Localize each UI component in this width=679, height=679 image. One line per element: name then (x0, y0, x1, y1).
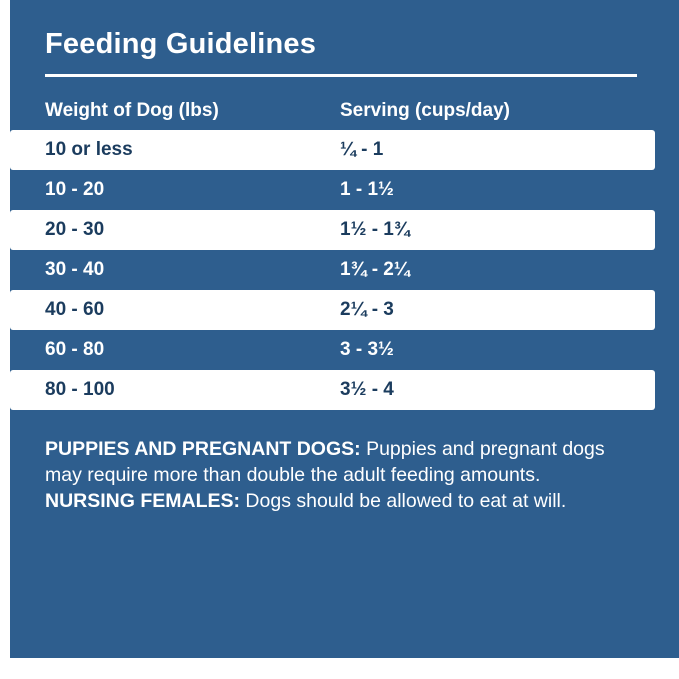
table-row: 40 - 60 2¼ - 3 (10, 290, 655, 330)
feeding-notes: PUPPIES AND PREGNANT DOGS: Puppies and p… (45, 437, 625, 515)
weight-cell: 10 - 20 (45, 179, 105, 200)
table-row: 30 - 40 1¾ - 2¼ (10, 250, 655, 290)
weight-cell: 60 - 80 (45, 339, 105, 360)
note-nursing-text: Dogs should be allowed to eat at will. (245, 489, 567, 512)
weight-cell: 20 - 30 (45, 219, 105, 240)
serving-cell: 3½ - 4 (340, 379, 394, 400)
table-header-row: Weight of Dog (lbs) Serving (cups/day) (10, 96, 655, 126)
weight-cell: 80 - 100 (45, 379, 115, 400)
column-header-weight: Weight of Dog (lbs) (45, 100, 219, 121)
column-header-serving: Serving (cups/day) (340, 100, 510, 121)
weight-cell: 40 - 60 (45, 299, 105, 320)
table-row: 20 - 30 1½ - 1¾ (10, 210, 655, 250)
table-row: 10 - 20 1 - 1½ (10, 170, 655, 210)
serving-cell: 1¾ - 2¼ (340, 259, 410, 280)
table-row: 10 or less ¼ - 1 (10, 130, 655, 170)
serving-cell: 1 - 1½ (340, 179, 394, 200)
title-divider (45, 74, 637, 77)
page-title: Feeding Guidelines (45, 28, 317, 60)
table-row: 60 - 80 3 - 3½ (10, 330, 655, 370)
weight-cell: 10 or less (45, 139, 133, 160)
serving-cell: 1½ - 1¾ (340, 219, 410, 240)
note-puppies-label: PUPPIES AND PREGNANT DOGS: (45, 438, 361, 460)
weight-cell: 30 - 40 (45, 259, 105, 280)
note-puppies-text: Puppies and pregnant dogs may require mo… (45, 438, 605, 486)
serving-cell: 3 - 3½ (340, 339, 394, 360)
serving-cell: 2¼ - 3 (340, 299, 394, 320)
note-nursing-label: NURSING FEMALES: (45, 489, 240, 512)
table-row: 80 - 100 3½ - 4 (10, 370, 655, 410)
feeding-table: 10 or less ¼ - 1 10 - 20 1 - 1½ 20 - 30 … (10, 130, 655, 410)
feeding-guidelines-panel: Feeding Guidelines Weight of Dog (lbs) S… (10, 0, 679, 658)
serving-cell: ¼ - 1 (340, 139, 384, 160)
